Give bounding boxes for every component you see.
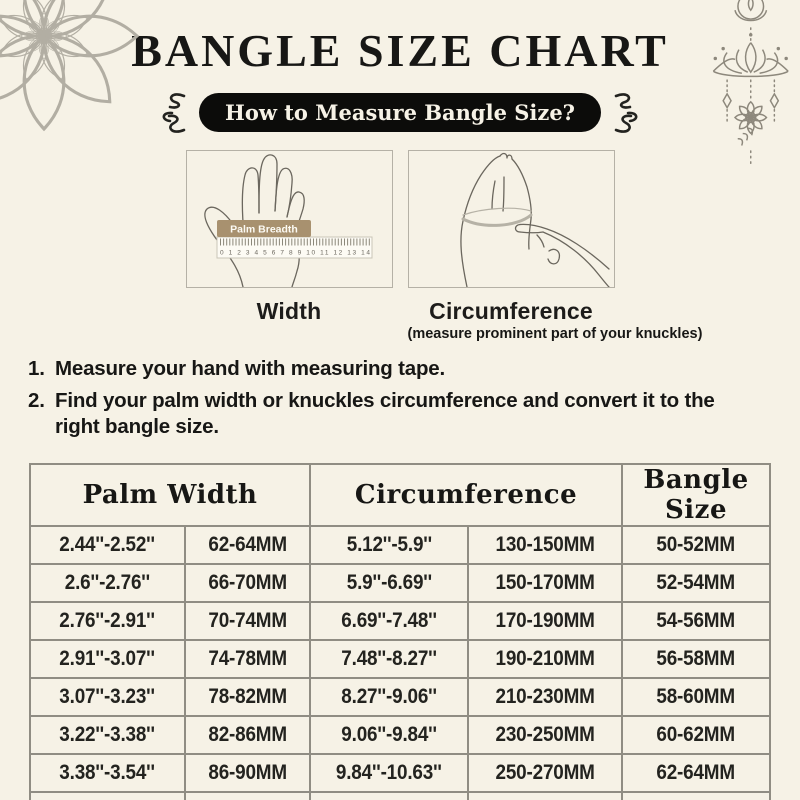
mandala-ornament-icon <box>0 0 139 131</box>
badge-row: How to Measure Bangle Size? <box>0 90 800 134</box>
ruler-label: Palm Breadth <box>230 224 298 236</box>
bangle-size-table: Palm Width Circumference Bangle Size 2.4… <box>28 462 772 800</box>
table-row: 3.38''-3.54'' 86-90MM 9.84''-10.63'' 250… <box>28 752 772 793</box>
table-cell: 270-290MM <box>466 790 624 800</box>
flourish-left-icon <box>162 93 186 133</box>
table-row: 2.76''-2.91'' 70-74MM 6.69''-7.48'' 170-… <box>28 600 772 641</box>
table-row: 3.07''-3.23'' 78-82MM 8.27''-9.06'' 210-… <box>28 676 772 717</box>
table-cell: 58-60MM <box>621 676 772 717</box>
table-cell: 64-66MM <box>621 790 772 800</box>
table-cell: 3.54''-3.7'' <box>28 790 186 800</box>
ruler-numbers: 0 1 2 3 4 5 6 7 8 9 10 11 12 13 14 <box>220 250 370 257</box>
table-cell: 5.12''-5.9'' <box>309 524 469 565</box>
instructions-list: 1. Measure your hand with measuring tape… <box>28 356 752 441</box>
table-cell: 2.44''-2.52'' <box>28 524 186 565</box>
table-cell: 190-210MM <box>466 638 624 679</box>
diagrams-row: 0 1 2 3 4 5 6 7 8 9 10 11 12 13 14 Palm … <box>0 150 800 288</box>
page-title: BANGLE SIZE CHART <box>131 25 669 76</box>
table-cell: 9.84''-10.63'' <box>309 752 469 793</box>
table-cell: 3.22''-3.38'' <box>28 714 186 755</box>
table-cell: 78-82MM <box>183 676 312 717</box>
table-cell: 150-170MM <box>466 562 624 603</box>
table-cell: 210-230MM <box>466 676 624 717</box>
table-cell: 62-64MM <box>621 752 772 793</box>
table-cell: 52-54MM <box>621 562 772 603</box>
captions-row: Width Circumference (measure prominent p… <box>0 298 800 342</box>
table-cell: 66-70MM <box>183 562 312 603</box>
table-cell: 62-64MM <box>183 524 312 565</box>
table-cell: 130-150MM <box>466 524 624 565</box>
table-cell: 2.91''-3.07'' <box>28 638 186 679</box>
table-cell: 5.9''-6.69'' <box>309 562 469 603</box>
table-cell: 60-62MM <box>621 714 772 755</box>
table-cell: 3.38''-3.54'' <box>28 752 186 793</box>
column-header-palm-width: Palm Width <box>28 462 312 527</box>
width-diagram: 0 1 2 3 4 5 6 7 8 9 10 11 12 13 14 Palm … <box>185 150 393 288</box>
column-header-circumference: Circumference <box>308 462 624 527</box>
table-row: 3.22''-3.38'' 82-86MM 9.06''-9.84'' 230-… <box>28 714 772 755</box>
table-cell: 3.07''-3.23'' <box>28 676 186 717</box>
step-text: Find your palm width or knuckles circumf… <box>55 388 715 439</box>
table-cell: 10.63''-11.41'' <box>309 790 469 800</box>
table-cell: 2.6''-2.76'' <box>28 562 186 603</box>
table-row: 2.44''-2.52'' 62-64MM 5.12''-5.9'' 130-1… <box>28 524 772 565</box>
table-cell: 70-74MM <box>183 600 312 641</box>
table-cell: 230-250MM <box>466 714 624 755</box>
circumference-diagram <box>407 150 615 288</box>
table-cell: 250-270MM <box>466 752 624 793</box>
instruction-step-2: 2. Find your palm width or knuckles circ… <box>28 388 752 441</box>
table-cell: 7.48''-8.27'' <box>309 638 469 679</box>
table-row: 2.6''-2.76'' 66-70MM 5.9''-6.69'' 150-17… <box>28 562 772 603</box>
width-caption: Width <box>256 298 322 324</box>
table-cell: 6.69''-7.48'' <box>309 600 469 641</box>
ruler-label-bg <box>216 220 311 237</box>
step-text: Measure your hand with measuring tape. <box>55 357 445 380</box>
table-cell: 50-52MM <box>621 524 772 565</box>
table-cell: 170-190MM <box>466 600 624 641</box>
table-row: 2.91''-3.07'' 74-78MM 7.48''-8.27'' 190-… <box>28 638 772 679</box>
table-cell: 9.06''-9.84'' <box>309 714 469 755</box>
table-cell: 86-90MM <box>183 752 312 793</box>
column-header-bangle-size: Bangle Size <box>621 462 772 527</box>
flourish-right-icon <box>614 93 638 133</box>
table-header-row: Palm Width Circumference Bangle Size <box>28 462 772 527</box>
step-number: 2. <box>28 388 45 412</box>
how-to-measure-badge: How to Measure Bangle Size? <box>199 92 601 132</box>
table-cell: 82-86MM <box>183 714 312 755</box>
table-cell: 2.76''-2.91'' <box>28 600 186 641</box>
table-cell: 8.27''-9.06'' <box>309 676 469 717</box>
table-cell: 90-94MM <box>183 790 312 800</box>
circumference-note: (measure prominent part of your knuckles… <box>407 326 703 342</box>
step-number: 1. <box>28 357 45 380</box>
instruction-step-1: 1. Measure your hand with measuring tape… <box>28 356 752 383</box>
table-cell: 74-78MM <box>183 638 312 679</box>
table-row: 3.54''-3.7'' 90-94MM 10.63''-11.41'' 270… <box>28 790 772 800</box>
circumference-caption: Circumference <box>429 298 593 324</box>
table-cell: 56-58MM <box>621 638 772 679</box>
table-cell: 54-56MM <box>621 600 772 641</box>
lotus-ornament-icon <box>712 0 789 168</box>
